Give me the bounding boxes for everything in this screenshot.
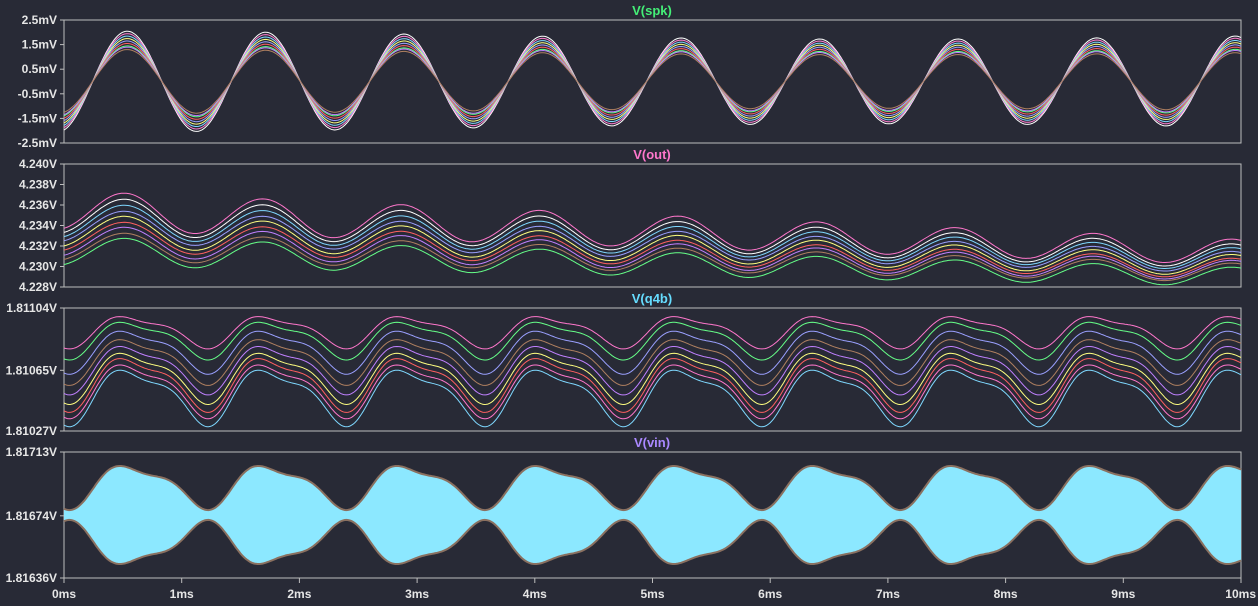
trace-1 (63, 321, 1242, 361)
pane-title: V(spk) (632, 3, 672, 18)
y-axis: 1.81713V 1.81674V 1.81636V (6, 445, 64, 585)
trace-group (63, 30, 1242, 132)
trace-group (63, 465, 1242, 565)
x-tick-label: 5ms (640, 587, 664, 601)
trace-6 (63, 226, 1242, 280)
trace-3 (63, 339, 1242, 386)
y-tick-label: -2.5mV (18, 136, 57, 150)
x-tick-label: 3ms (405, 587, 429, 601)
x-tick-label: 10ms (1225, 587, 1256, 601)
y-tick-label: 4.236V (19, 198, 57, 212)
trace-6 (63, 358, 1242, 413)
y-axis: 4.240V 4.238V 4.236V 4.234V 4.232V 4.230V 4.22… (19, 157, 64, 294)
pane-out[interactable]: V(out) 4.240V4.238V4.236V4.234V4.232V4.2… (19, 147, 1242, 294)
y-axis: 1.81104V 1.81065V 1.81027V (6, 301, 64, 438)
y-axis: 2.5mV 1.5mV 0.5mV -0.5mV -1.5mV -2.5mV (18, 13, 64, 150)
y-tick-label: 4.230V (19, 260, 57, 274)
y-tick-label: 1.5mV (22, 38, 57, 52)
pane-q4b[interactable]: V(q4b) 1.81104V 1.81065V 1.81027V (6, 291, 1242, 438)
y-tick-label: -0.5mV (18, 87, 57, 101)
y-tick-label: 1.81636V (6, 571, 57, 585)
trace-8 (63, 237, 1242, 286)
trace-4 (63, 215, 1242, 275)
y-tick-label: 4.232V (19, 239, 57, 253)
trace-7 (63, 232, 1242, 282)
x-tick-label: 6ms (758, 587, 782, 601)
x-tick-label: 2ms (287, 587, 311, 601)
x-tick-label: 7ms (876, 587, 900, 601)
y-tick-label: 1.81027V (6, 424, 57, 438)
x-tick-label: 1ms (170, 587, 194, 601)
trace-8 (63, 369, 1242, 428)
y-tick-label: 4.234V (19, 219, 57, 233)
trace-0 (63, 192, 1242, 263)
y-tick-label: 1.81104V (6, 301, 57, 315)
y-tick-label: 1.81674V (6, 509, 57, 523)
pane-title: V(out) (633, 147, 671, 162)
x-tick-label: 9ms (1111, 587, 1135, 601)
x-tick-label: 8ms (994, 587, 1018, 601)
y-tick-label: 0.5mV (22, 62, 57, 76)
y-tick-label: 4.240V (19, 157, 57, 171)
trace-7 (63, 364, 1242, 420)
trace-0 (63, 316, 1242, 350)
input-envelope-fill (64, 466, 1241, 564)
trace-group (63, 316, 1242, 428)
trace-5 (63, 352, 1242, 406)
trace-2 (63, 204, 1242, 269)
trace-5 (63, 221, 1242, 278)
x-axis: 0ms 1ms 2ms 3ms 4ms 5ms 6ms 7ms 8ms 9ms 10ms (52, 578, 1256, 601)
pane-vin[interactable]: V(vin) 1.81713V 1.81674V 1.81636V (6, 435, 1242, 585)
y-tick-label: 1.81065V (6, 363, 57, 377)
input-envelope-upper (63, 465, 1242, 512)
input-envelope-lower (63, 518, 1242, 565)
x-tick-label: 4ms (523, 587, 547, 601)
y-tick-label: 4.228V (19, 280, 57, 294)
pane-spk[interactable]: V(spk) 2.5mV 1.5mV 0.5mV -0.5mV -1.5mV -2.5mV (18, 3, 1242, 150)
pane-frame (63, 19, 1242, 144)
y-tick-label: 2.5mV (22, 13, 57, 27)
trace-group (63, 192, 1242, 286)
y-tick-label: 4.238V (19, 178, 57, 192)
y-tick-label: -1.5mV (18, 111, 57, 125)
pane-title: V(vin) (634, 435, 670, 450)
trace-8 (63, 49, 1242, 114)
trace-2 (63, 330, 1242, 375)
x-tick-label: 0ms (52, 587, 76, 601)
y-tick-label: 1.81713V (6, 445, 57, 459)
trace-4 (63, 345, 1242, 396)
trace-3 (63, 210, 1242, 272)
pane-title: V(q4b) (632, 291, 672, 306)
trace-1 (63, 198, 1242, 267)
pane-frame (63, 307, 1242, 432)
